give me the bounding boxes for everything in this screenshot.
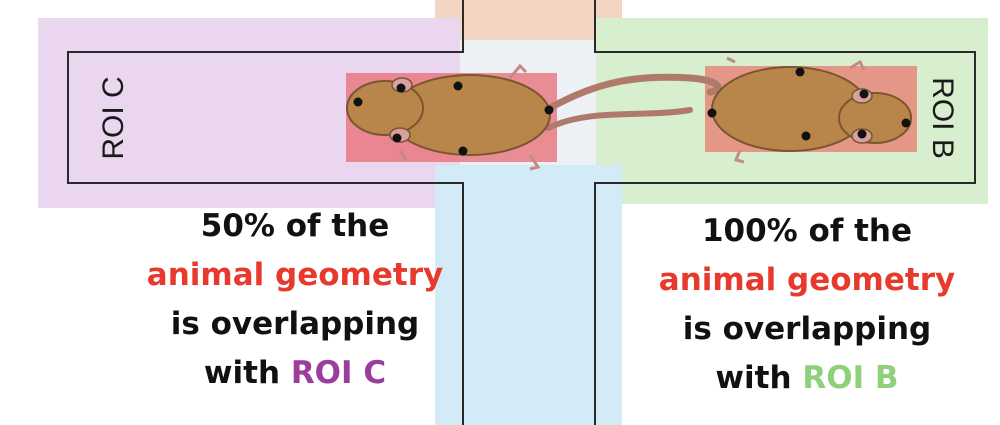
roi-c-label: ROI C bbox=[97, 76, 130, 159]
left-mouse-tail-2 bbox=[545, 107, 693, 131]
keypoint bbox=[453, 81, 463, 91]
right-caption-line-3: is overlapping bbox=[682, 311, 932, 347]
keypoint bbox=[458, 146, 468, 156]
right-caption: 100% of the animal geometry is overlappi… bbox=[612, 207, 1000, 403]
keypoint bbox=[801, 131, 811, 141]
right-mouse bbox=[707, 56, 912, 164]
maze-outline bbox=[67, 0, 976, 425]
left-mouse-paw-3 bbox=[398, 149, 408, 161]
left-mouse bbox=[346, 63, 722, 171]
right-caption-line-2: animal geometry bbox=[658, 262, 956, 298]
right-mouse-paw-2 bbox=[733, 149, 745, 164]
left-caption-line-1: 50% of the bbox=[200, 208, 390, 244]
right-caption-line-1: 100% of the bbox=[701, 213, 913, 249]
roi-top-zone bbox=[435, 0, 622, 40]
left-caption-with: with bbox=[203, 355, 291, 391]
left-caption-line-4: with ROI C bbox=[100, 349, 490, 398]
left-caption: 50% of the animal geometry is overlappin… bbox=[100, 202, 490, 398]
keypoint bbox=[901, 118, 911, 128]
keypoint bbox=[396, 83, 406, 93]
keypoint bbox=[544, 105, 554, 115]
keypoint bbox=[353, 97, 363, 107]
right-caption-line-4: with ROI B bbox=[612, 354, 1000, 403]
right-caption-roi: ROI B bbox=[802, 360, 899, 396]
roi-b-label: ROI B bbox=[926, 77, 959, 159]
right-caption-with: with bbox=[715, 360, 803, 396]
left-caption-roi: ROI C bbox=[290, 355, 387, 391]
keypoint bbox=[707, 108, 717, 118]
left-mouse-head bbox=[346, 80, 424, 136]
keypoint bbox=[795, 67, 805, 77]
left-mouse-tail bbox=[546, 73, 722, 112]
right-mouse-head bbox=[838, 92, 912, 144]
keypoint bbox=[392, 133, 402, 143]
right-mouse-paw-1 bbox=[849, 59, 866, 71]
roi-bottom-zone bbox=[435, 165, 622, 425]
keypoint bbox=[857, 129, 867, 139]
keypoint bbox=[859, 89, 869, 99]
left-caption-line-3: is overlapping bbox=[170, 306, 420, 342]
left-caption-line-2: animal geometry bbox=[146, 257, 444, 293]
right-mouse-paw-3 bbox=[726, 56, 736, 64]
left-mouse-paw-1 bbox=[508, 63, 528, 79]
left-mouse-paw-2 bbox=[528, 154, 541, 171]
